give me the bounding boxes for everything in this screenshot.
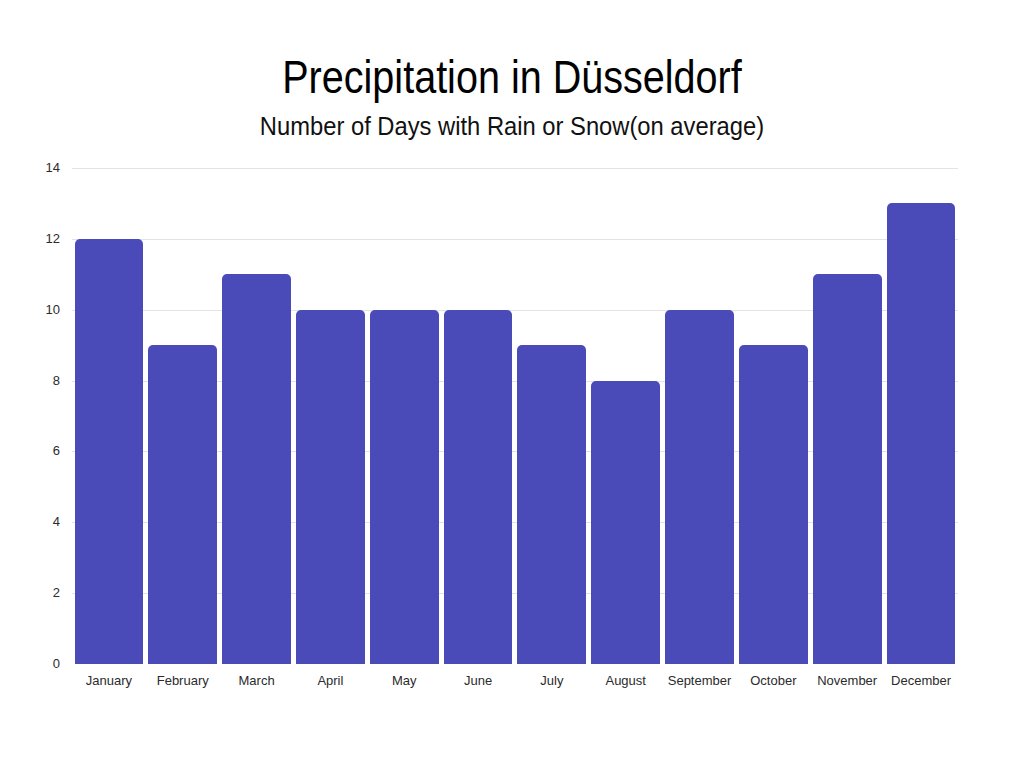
bar-july	[517, 345, 586, 664]
bar-march	[222, 274, 291, 664]
bar-chart-plot-area: 02468101214 JanuaryFebruaryMarchAprilMay…	[72, 168, 958, 664]
chart-subtitle: Number of Days with Rain or Snow(on aver…	[26, 112, 999, 141]
bar-slot-february	[146, 168, 220, 664]
x-tick-label-november: November	[810, 673, 884, 688]
bar-november	[813, 274, 882, 664]
bar-may	[370, 310, 439, 664]
y-tick-label-6: 6	[53, 444, 60, 457]
x-tick-label-september: September	[663, 673, 737, 688]
y-tick-label-2: 2	[53, 586, 60, 599]
x-tick-label-april: April	[293, 673, 367, 688]
bar-slot-march	[220, 168, 294, 664]
bar-september	[665, 310, 734, 664]
bar-slot-july	[515, 168, 589, 664]
bar-slot-september	[663, 168, 737, 664]
x-tick-label-june: June	[441, 673, 515, 688]
y-tick-label-0: 0	[53, 657, 60, 670]
x-tick-label-may: May	[367, 673, 441, 688]
bar-february	[148, 345, 217, 664]
x-tick-label-october: October	[736, 673, 810, 688]
y-tick-label-12: 12	[46, 232, 60, 245]
bar-december	[887, 203, 956, 664]
y-tick-label-8: 8	[53, 374, 60, 387]
x-tick-label-march: March	[220, 673, 294, 688]
bar-slot-december	[884, 168, 958, 664]
y-tick-label-4: 4	[53, 515, 60, 528]
bar-slot-november	[810, 168, 884, 664]
chart-title: Precipitation in Düsseldorf	[72, 50, 953, 104]
x-axis-labels: JanuaryFebruaryMarchAprilMayJuneJulyAugu…	[72, 673, 958, 688]
x-tick-label-july: July	[515, 673, 589, 688]
bar-slot-may	[367, 168, 441, 664]
bar-june	[444, 310, 513, 664]
bar-august	[591, 381, 660, 664]
bar-april	[296, 310, 365, 664]
chart-page: Precipitation in Düsseldorf Number of Da…	[0, 0, 1024, 768]
bar-slot-october	[736, 168, 810, 664]
bar-slot-april	[293, 168, 367, 664]
bar-slot-january	[72, 168, 146, 664]
bar-october	[739, 345, 808, 664]
bar-series	[72, 168, 958, 664]
bar-slot-august	[589, 168, 663, 664]
x-tick-label-february: February	[146, 673, 220, 688]
bar-slot-june	[441, 168, 515, 664]
y-tick-label-10: 10	[46, 303, 60, 316]
x-tick-label-january: January	[72, 673, 146, 688]
bar-january	[75, 239, 144, 664]
y-tick-label-14: 14	[46, 161, 60, 174]
x-tick-label-december: December	[884, 673, 958, 688]
x-tick-label-august: August	[589, 673, 663, 688]
